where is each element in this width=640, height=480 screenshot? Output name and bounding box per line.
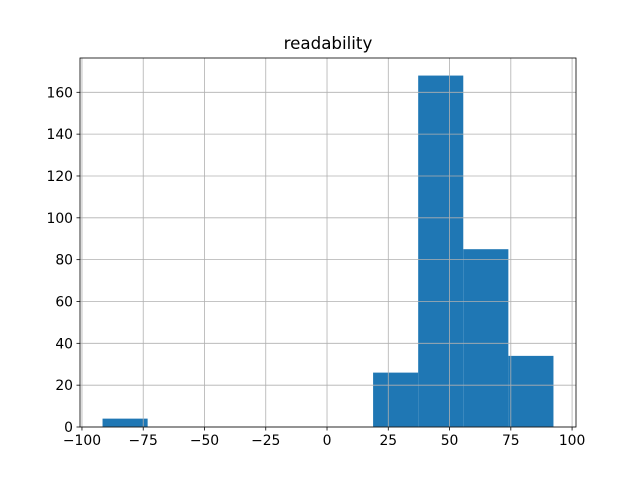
y-tick-label: 120 bbox=[46, 169, 73, 185]
y-tick-label: 160 bbox=[46, 85, 73, 101]
y-tick-label: 80 bbox=[55, 253, 73, 269]
bar bbox=[373, 372, 419, 427]
x-tick-label: 25 bbox=[379, 433, 397, 449]
x-tick-label: 0 bbox=[323, 433, 332, 449]
x-tick-label: 100 bbox=[559, 433, 586, 449]
y-tick-label: 20 bbox=[55, 378, 73, 394]
chart-title: readability bbox=[284, 33, 373, 53]
bar bbox=[418, 75, 464, 428]
y-tick-label: 0 bbox=[64, 420, 73, 436]
x-tick-label: −50 bbox=[190, 433, 219, 449]
axes-frame bbox=[79, 57, 577, 428]
bar bbox=[508, 355, 554, 427]
x-tick-label: −100 bbox=[63, 433, 101, 449]
x-tick-label: 50 bbox=[441, 433, 459, 449]
x-tick-label: −25 bbox=[251, 433, 280, 449]
y-tick-label: 40 bbox=[55, 336, 73, 352]
x-tick-label: −75 bbox=[129, 433, 158, 449]
y-tick-label: 60 bbox=[55, 294, 73, 310]
bar bbox=[102, 418, 148, 427]
y-tick-label: 100 bbox=[46, 211, 73, 227]
y-tick-label: 140 bbox=[46, 127, 73, 143]
x-tick-label: 75 bbox=[502, 433, 520, 449]
bar bbox=[463, 249, 509, 427]
